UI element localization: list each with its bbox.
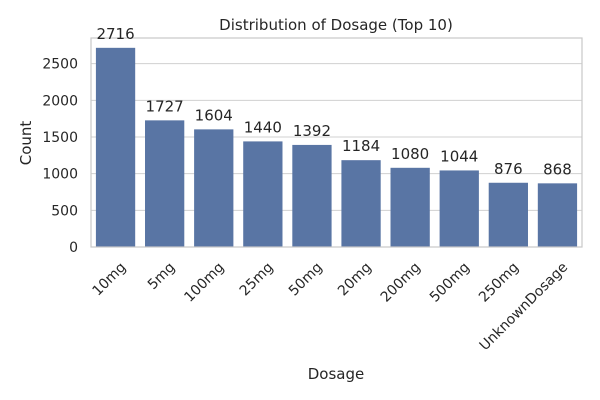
y-tick-label: 0 [69, 240, 78, 256]
y-tick-label: 500 [51, 203, 78, 219]
x-tick-label: 5mg [145, 259, 179, 293]
x-tick-label: UnknownDosage [477, 259, 572, 354]
bar [95, 47, 136, 248]
bar-value-label: 1184 [342, 137, 380, 155]
bar-value-label: 1440 [244, 118, 282, 136]
bar-value-label: 868 [543, 160, 572, 178]
x-tick-label: 20mg [335, 259, 375, 299]
bar [390, 167, 430, 247]
bar [341, 160, 381, 247]
bar [439, 170, 479, 247]
x-tick-label: 10mg [89, 259, 129, 299]
x-tick-labels: 10mg 5mg 100mg 25mg 50mg 20mg 200mg 500mg 250mgU… [89, 259, 571, 354]
bar [488, 182, 528, 247]
bar-value-label: 2716 [96, 25, 134, 43]
x-tick-label: 250mg [476, 259, 522, 305]
x-tick-label: 200mg [378, 259, 424, 305]
y-tick-label: 2500 [42, 57, 78, 73]
y-tick-label: 1500 [42, 130, 78, 146]
bars [95, 47, 578, 248]
bar [194, 129, 234, 247]
plot-frame [90, 37, 583, 248]
x-tick-label: 500mg [427, 259, 473, 305]
y-tick-label: 2000 [42, 93, 78, 109]
y-tick-labels: 0 500 1000 1500 2000 2500 [42, 57, 78, 256]
chart-title: Distribution of Dosage (Top 10) [219, 16, 453, 34]
bar [537, 183, 578, 247]
bar-value-label: 1080 [391, 145, 429, 163]
bar [292, 144, 332, 247]
y-axis-title: Count [17, 121, 35, 166]
bar-value-label: 1727 [146, 97, 184, 115]
bar [145, 120, 185, 247]
bar-value-label: 1604 [195, 106, 233, 124]
bar-value-label: 1392 [293, 122, 331, 140]
bar [243, 141, 283, 247]
bar-value-label: 1044 [440, 147, 478, 165]
x-tick-label: 100mg [181, 259, 227, 305]
x-tick-label: 25mg [237, 259, 277, 299]
bar-value-label: 876 [494, 160, 523, 178]
y-tick-label: 1000 [42, 167, 78, 183]
data-labels: 2716 1727 1604 1440 1392 1184 1080 1044 876 868 [96, 25, 571, 179]
x-axis-title: Dosage [308, 365, 364, 383]
x-tick-label: 50mg [286, 259, 326, 299]
